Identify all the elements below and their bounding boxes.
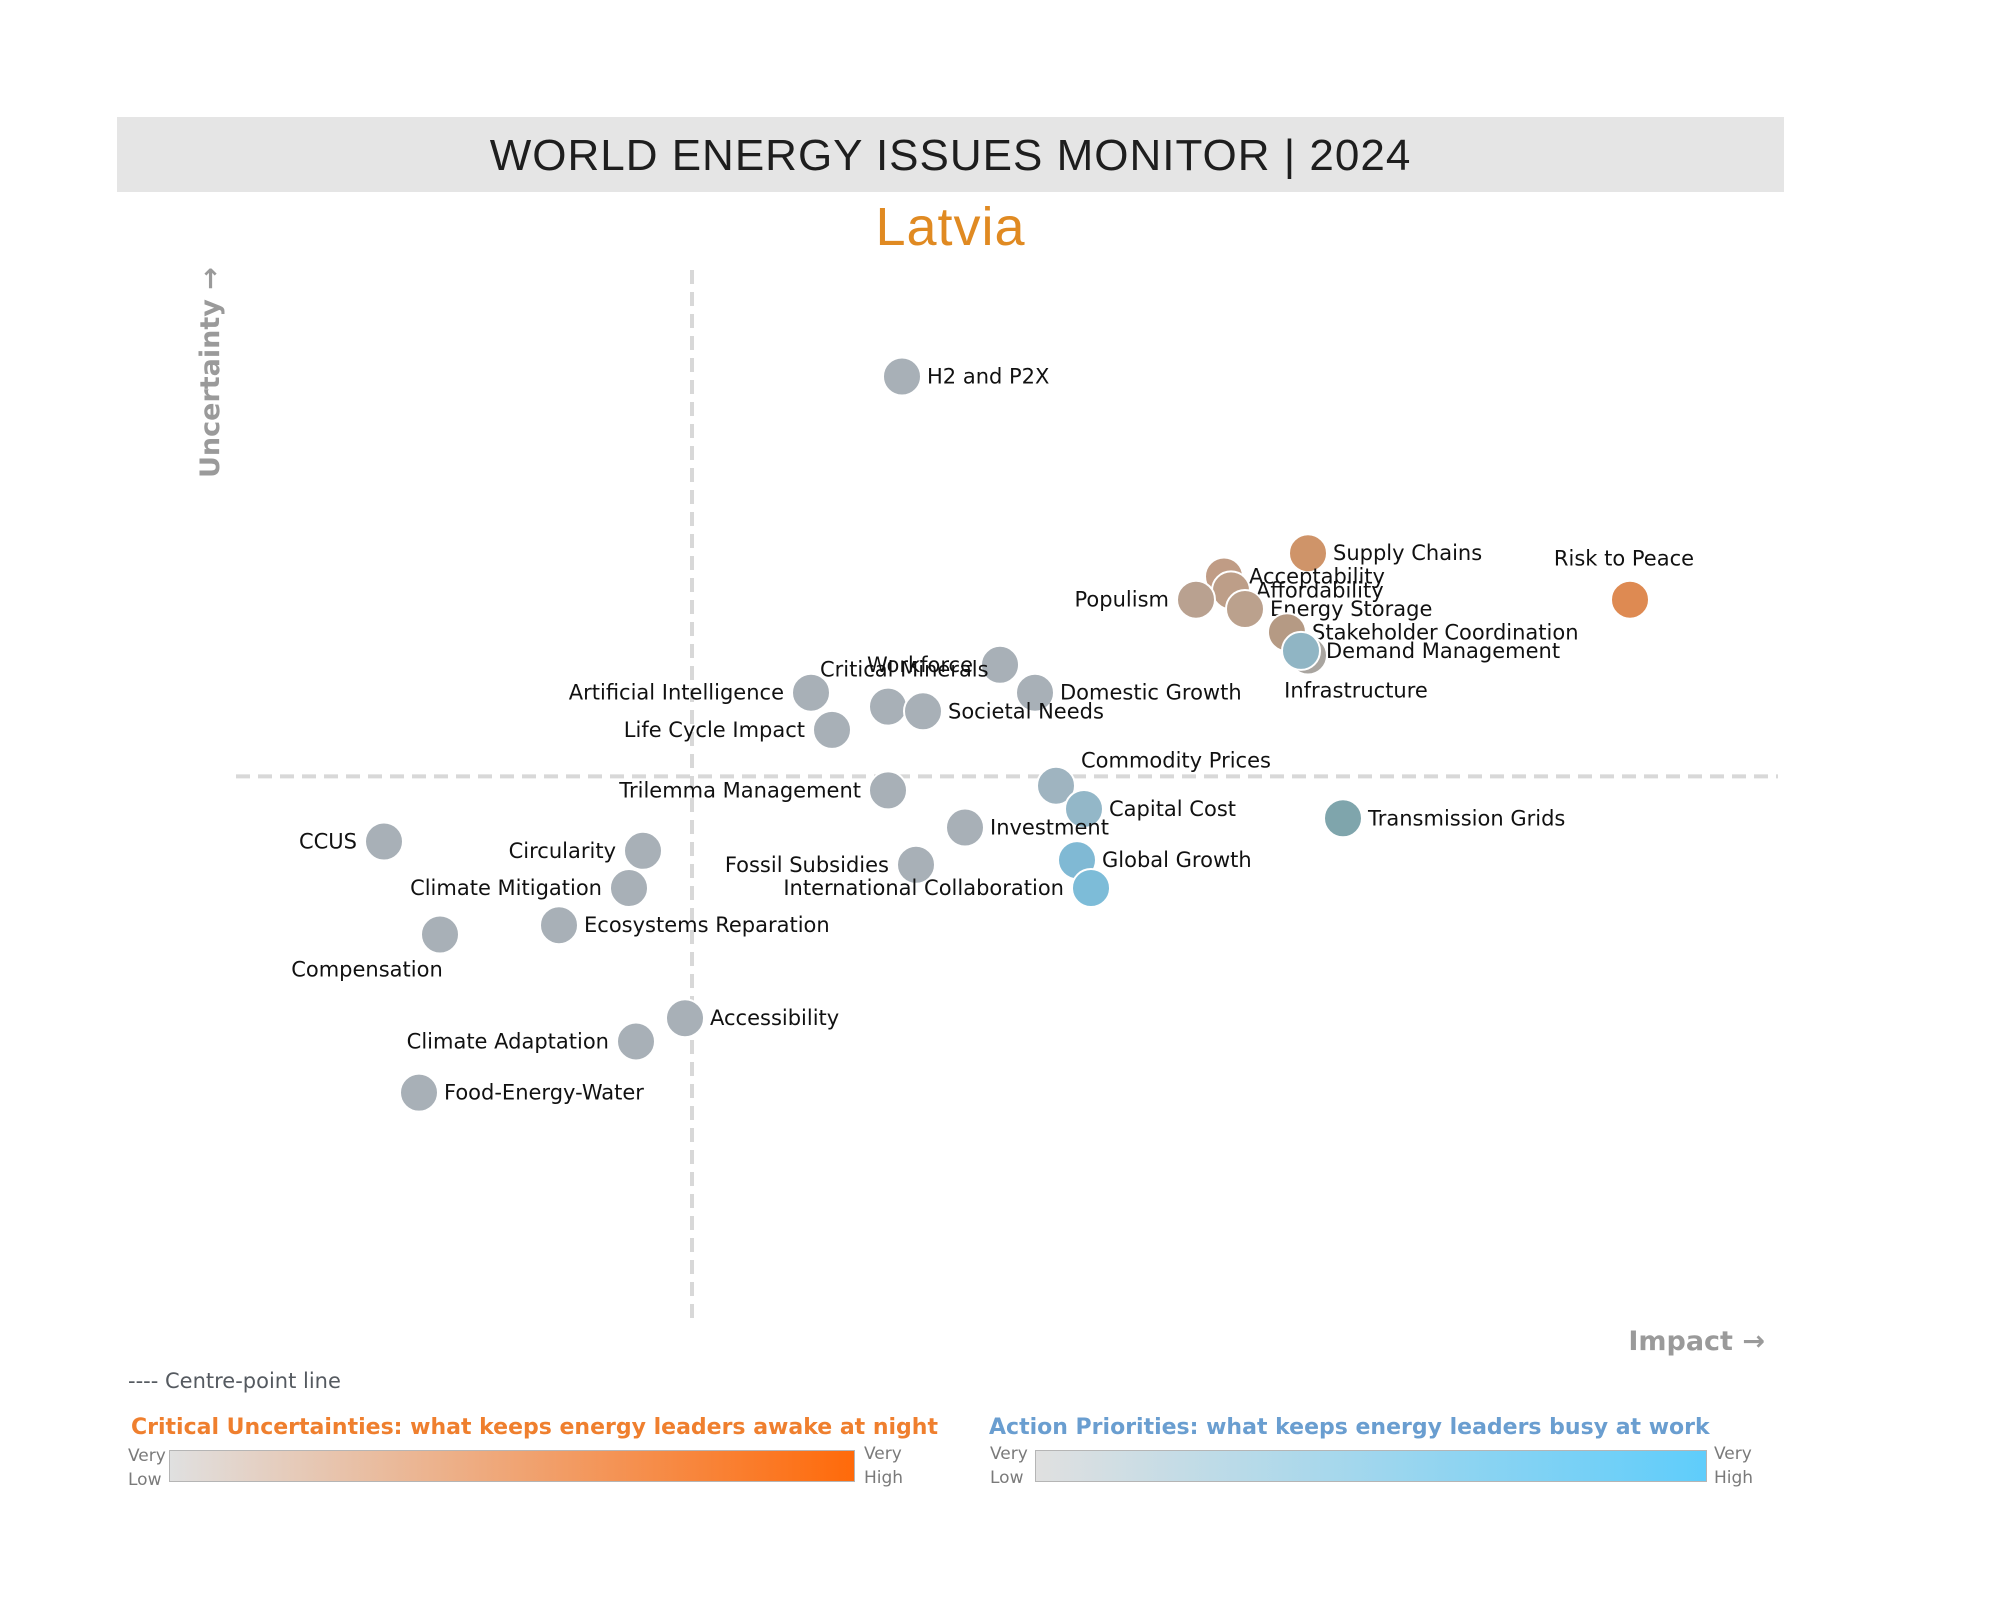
point-compensation [420,914,460,955]
country-subtitle: Latvia [875,197,1026,257]
priorities-high-label-2: High [1714,1468,1754,1488]
point-commodity-prices [1036,765,1076,806]
point-label-domestic-growth: Domestic Growth [1060,681,1242,705]
title-banner: WORLD ENERGY ISSUES MONITOR | 2024 [117,117,1784,192]
centre-line-note: ---- Centre-point line [128,1369,341,1393]
priorities-low-label-2: Low [990,1468,1024,1488]
point-label-climate-mitigation: Climate Mitigation [410,876,602,900]
point-life-cycle-impact [812,709,852,750]
point-label-acceptability: Acceptability [1249,564,1385,588]
point-circularity [623,830,663,871]
priorities-gradient-bar [1035,1450,1707,1482]
point-label-supply-chains: Supply Chains [1333,541,1482,565]
point-ecosystems-reparation [539,905,579,946]
point-h2-and-p2x [882,356,922,397]
point-ccus [364,821,404,862]
point-label-risk-to-peace: Risk to Peace [1554,547,1694,571]
point-label-life-cycle-impact: Life Cycle Impact [624,718,805,742]
point-critical-minerals [868,686,908,727]
point-label-food-energy-water: Food-Energy-Water [444,1081,644,1105]
point-label-fossil-subsidies: Fossil Subsidies [725,853,889,877]
point-energy-storage [1225,589,1265,629]
point-populism [1176,579,1216,620]
point-workforce [980,644,1020,685]
point-label-workforce: Workforce [867,653,973,677]
uncertainties-legend-title: Critical Uncertainties: what keeps energ… [131,1415,938,1440]
point-climate-adaptation [616,1021,656,1062]
priorities-low-label-1: Very [990,1444,1028,1464]
point-label-populism: Populism [1075,588,1169,612]
point-label-trilemma-management: Trilemma Management [618,778,861,802]
point-label-h2-and-p2x: H2 and P2X [927,365,1049,389]
point-societal-needs [903,691,943,732]
point-fossil-subsidies [896,844,936,885]
point-label-ccus: CCUS [299,830,357,854]
point-label-capital-cost: Capital Cost [1109,797,1236,821]
point-label-societal-needs: Societal Needs [948,699,1104,723]
uncertainties-low-label-2: Low [128,1470,162,1490]
chart-title: WORLD ENERGY ISSUES MONITOR | 2024 [489,131,1412,180]
point-supply-chains [1288,533,1328,574]
uncertainties-low-label-1: Very [128,1446,166,1466]
point-accessibility [665,998,705,1039]
point-climate-mitigation [609,868,649,908]
point-label-commodity-prices: Commodity Prices [1081,749,1271,773]
point-transmission-grids [1323,798,1363,839]
point-demand-management [1281,630,1321,671]
point-investment [945,807,985,848]
point-label-investment: Investment [990,816,1109,840]
point-capital-cost [1064,788,1104,829]
priorities-high-label-1: Very [1714,1444,1752,1464]
priorities-legend-title: Action Priorities: what keeps energy lea… [989,1415,1710,1440]
uncertainties-high-label-1: Very [864,1444,902,1464]
point-label-demand-management: Demand Management [1326,639,1560,663]
point-label-critical-minerals: Critical Minerals [820,658,989,682]
point-food-energy-water [399,1072,439,1113]
point-international-collaboration [1071,868,1111,908]
point-label-accessibility: Accessibility [710,1006,839,1030]
point-domestic-growth [1015,672,1055,713]
x-axis-label: Impact → [1628,1326,1765,1357]
y-axis-label: Uncertainty → [195,267,226,478]
point-label-transmission-grids: Transmission Grids [1367,806,1565,830]
point-trilemma-management [868,770,908,811]
point-label-stakeholder-coordination: Stakeholder Coordination [1312,620,1579,644]
point-label-compensation: Compensation [291,958,443,982]
point-label-infrastructure: Infrastructure [1284,679,1428,703]
point-label-international-collaboration: International Collaboration [783,876,1064,900]
point-risk-to-peace [1610,579,1650,620]
point-label-climate-adaptation: Climate Adaptation [407,1029,609,1053]
point-label-artificial-intelligence: Artificial Intelligence [569,681,784,705]
point-label-circularity: Circularity [509,839,616,863]
uncertainties-gradient-bar [169,1450,855,1482]
point-label-global-growth: Global Growth [1102,848,1252,872]
point-artificial-intelligence [791,672,831,713]
point-label-ecosystems-reparation: Ecosystems Reparation [584,913,830,937]
point-label-affordability: Affordability [1256,578,1384,602]
uncertainties-high-label-2: High [864,1468,904,1488]
